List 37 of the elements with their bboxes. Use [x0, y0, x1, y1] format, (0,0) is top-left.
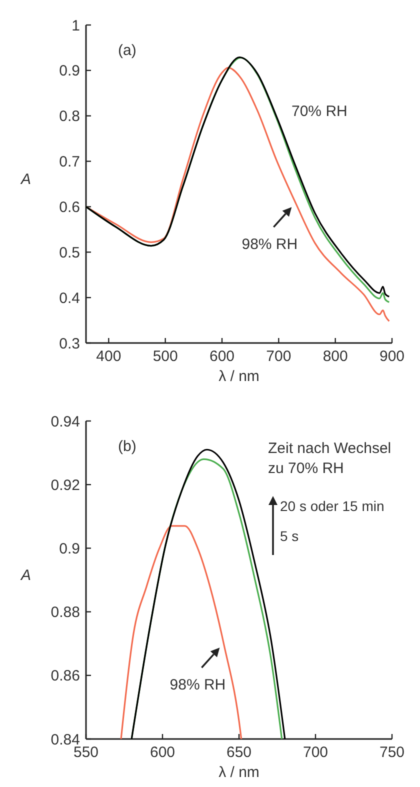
- x-tick-label: 600: [209, 348, 235, 365]
- x-tick-label: 750: [379, 744, 405, 761]
- y-tick-label: 0.9: [59, 62, 80, 80]
- y-tick-label: 0.7: [59, 154, 80, 171]
- y-tick-label: 0.4: [59, 290, 80, 307]
- x-tick-label: 650: [226, 744, 252, 761]
- x-tick-label: 400: [96, 348, 122, 365]
- y-tick-label: 0.8: [59, 108, 80, 126]
- x-axis-title: λ / nm: [218, 368, 260, 385]
- annotation: 5 s: [280, 528, 299, 544]
- x-tick-label: 500: [152, 348, 178, 365]
- y-axis-title: A: [20, 171, 32, 188]
- annotation: 20 s oder 15 min: [280, 498, 384, 514]
- x-tick-label: 800: [322, 348, 348, 365]
- x-tick-label: 900: [379, 348, 405, 365]
- y-tick-label: 0.88: [50, 604, 80, 622]
- annotation: 98% RH: [170, 676, 226, 694]
- x-tick-label: 700: [302, 744, 328, 761]
- text: (a): [118, 42, 136, 59]
- y-tick-label: 0.86: [50, 668, 80, 685]
- y-axis-title: A: [20, 567, 32, 584]
- y-tick-label: 0.9: [59, 540, 80, 558]
- y-tick-label: 0.5: [59, 244, 80, 262]
- x-axis-title: λ / nm: [218, 764, 260, 781]
- text: (b): [118, 438, 136, 455]
- line-series: [120, 525, 242, 739]
- x-tick-label: 600: [150, 744, 176, 761]
- y-tick-label: 0.3: [59, 335, 80, 352]
- y-tick-label: 0.94: [50, 413, 80, 430]
- x-tick-label: 700: [266, 348, 292, 365]
- x-tick-label: 550: [73, 744, 99, 761]
- annotation: Zeit nach Wechsel zu 70% RH: [268, 440, 392, 477]
- annotation: 98% RH: [242, 236, 298, 254]
- y-tick-label: 0.6: [59, 198, 80, 216]
- annotation: 70% RH: [292, 102, 348, 120]
- y-tick-label: 0.92: [50, 476, 80, 494]
- y-tick-label: 1: [72, 17, 80, 34]
